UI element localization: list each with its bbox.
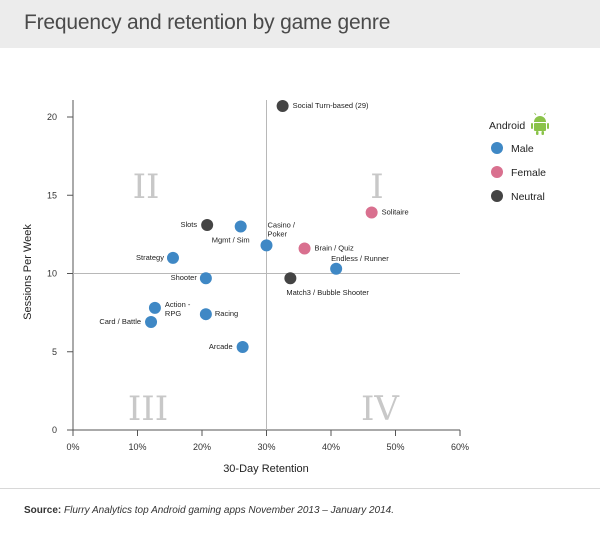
point-label: Casino / Poker [268,220,296,238]
x-tick-label: 0% [66,442,79,452]
legend-label-male: Male [511,143,534,155]
data-point [260,239,273,252]
point-label: Endless / Runner [331,254,389,263]
data-point [199,308,212,321]
data-point [234,220,247,233]
data-point [365,206,378,219]
quadrant-label-1: I [370,167,383,207]
data-point [298,242,311,255]
source-text: Flurry Analytics top Android gaming apps… [64,505,395,516]
data-point [148,301,161,314]
source-label: Source: [24,505,62,516]
x-tick-label: 10% [128,442,146,452]
point-label: Arcade [209,342,233,351]
legend-swatch-female [491,166,503,178]
data-point [236,341,249,354]
point-label: Shooter [171,273,198,282]
data-point [276,100,289,113]
quadrant-label-2: II [133,167,160,207]
point-label: Social Turn-based (29) [293,101,369,110]
x-tick-label: 30% [257,442,275,452]
y-tick-label: 15 [47,190,57,200]
data-point [199,272,212,285]
point-label: Racing [215,309,238,318]
y-tick-label: 10 [47,269,57,279]
x-tick-label: 40% [322,442,340,452]
point-label-line: Action - [165,300,191,309]
point-label: Action -RPG [165,300,191,318]
x-tick-label: 50% [386,442,404,452]
x-tick-label: 60% [451,442,469,452]
data-point [201,218,214,231]
data-point [284,272,297,285]
data-point [166,251,179,264]
source-note: Source: Flurry Analytics top Android gam… [24,505,394,516]
point-label: Card / Battle [99,317,141,326]
data-point [145,316,158,329]
point-label: Mgmt / Sim [212,236,250,245]
android-robot-icon [531,112,549,135]
chart-title: Frequency and retention by game genre [24,11,391,34]
point-label-line: RPG [165,309,181,318]
legend-label-female: Female [511,167,546,179]
quadrant-label-3: III [128,389,168,429]
data-point [330,262,343,275]
point-label: Strategy [136,253,164,262]
y-axis-title: Sessions Per Week [22,224,34,320]
point-label-line: Casino / [268,220,296,229]
point-label: Match3 / Bubble Shooter [286,288,369,297]
quadrant-label-4: IV [361,389,400,429]
legend-swatch-male [491,142,503,154]
y-tick-label: 0 [52,425,57,435]
x-axis-title: 30-Day Retention [223,463,309,475]
footer-divider [0,488,600,489]
legend-label-neutral: Neutral [511,191,545,203]
point-label: Slots [180,220,197,229]
y-tick-label: 5 [52,347,57,357]
point-label-line: Poker [268,229,288,238]
header-bar: Frequency and retention by game genre [0,0,600,48]
legend-title: Android [489,120,525,132]
legend-swatch-neutral [491,190,503,202]
point-label: Brain / Quiz [315,243,354,252]
y-tick-label: 20 [47,112,57,122]
point-label: Solitaire [382,207,409,216]
x-tick-label: 20% [193,442,211,452]
